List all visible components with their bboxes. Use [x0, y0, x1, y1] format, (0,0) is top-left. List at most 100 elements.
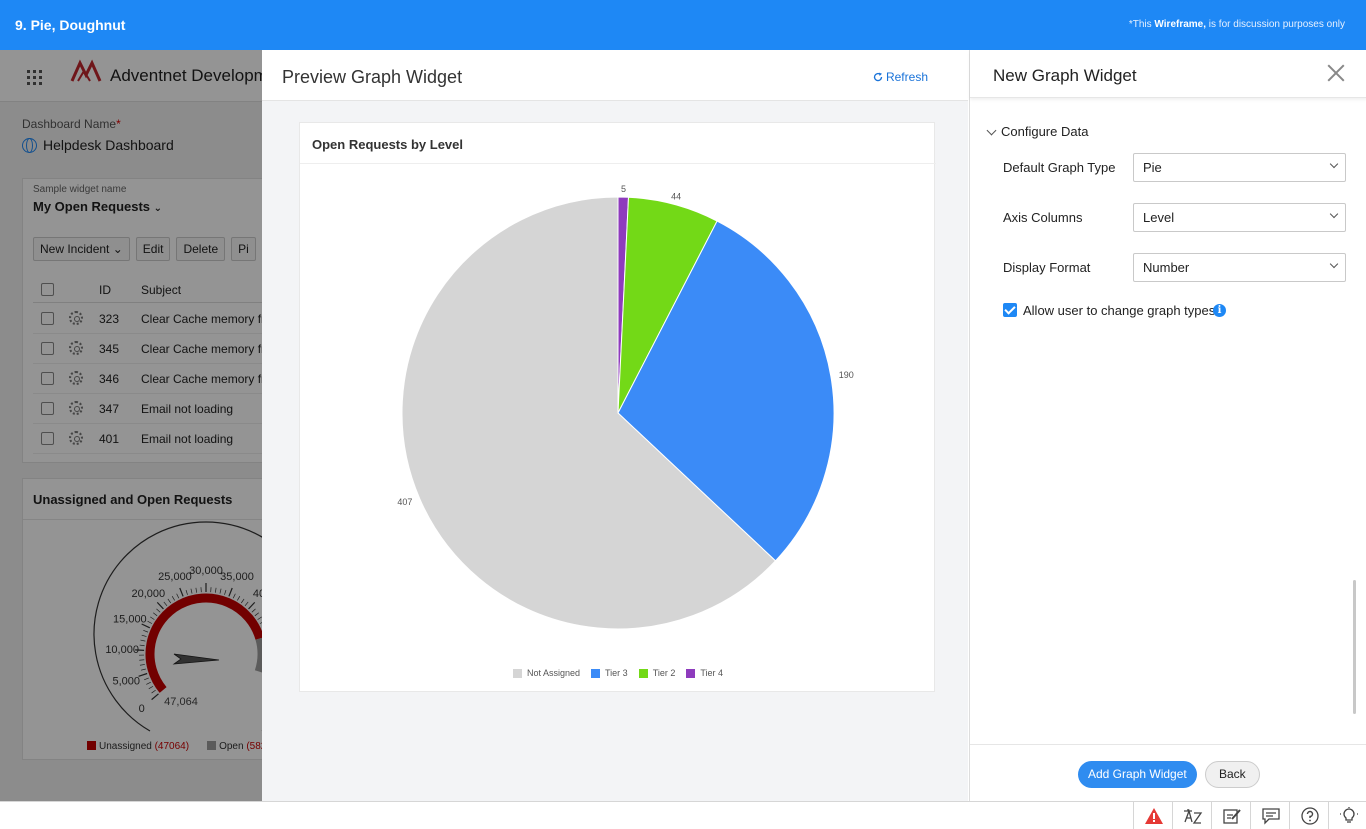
- edit-note-button[interactable]: [1211, 802, 1250, 829]
- row-checkbox[interactable]: [41, 372, 54, 385]
- gauge-tick-label: 5,000: [112, 675, 140, 687]
- pie-slice-tier-3[interactable]: [617, 220, 835, 562]
- display-format-select[interactable]: Number: [1133, 253, 1346, 282]
- gauge-tick: [248, 601, 256, 610]
- gauge-tick-label: 10,000: [105, 644, 139, 656]
- row-id: 323: [99, 312, 120, 326]
- new-graph-widget-panel: New Graph Widget Configure Data Default …: [969, 50, 1366, 801]
- row-subject[interactable]: Clear Cache memory fr: [141, 342, 262, 356]
- row-id: 401: [99, 432, 120, 446]
- gauge-tick: [152, 612, 158, 617]
- preview-title: Preview Graph Widget: [282, 67, 463, 87]
- my-open-requests-widget: Sample widget name My Open Requests ⌄ Ne…: [22, 178, 262, 463]
- tips-button[interactable]: [1328, 802, 1366, 829]
- help-icon: [1301, 807, 1319, 825]
- gauge-unassigned-band: [145, 593, 262, 693]
- pie-data-label: 190: [839, 370, 854, 380]
- gear-icon[interactable]: [69, 341, 83, 355]
- gauge-needle: [172, 653, 220, 665]
- gear-icon[interactable]: [69, 311, 83, 325]
- refresh-icon: [873, 72, 882, 82]
- refresh-button[interactable]: Refresh: [873, 70, 928, 84]
- gauge-chart: 0 5,000 10,000 15,000 20,000 25,00030,00035,0…: [93, 521, 262, 732]
- row-subject[interactable]: Email not loading: [141, 402, 234, 416]
- legend-swatch: [686, 668, 696, 678]
- table-row[interactable]: 401 Email not loading: [33, 424, 262, 454]
- gauge-tick: [240, 598, 245, 604]
- row-id: 347: [99, 402, 120, 416]
- info-icon[interactable]: i: [1213, 304, 1226, 317]
- translate-icon: [1184, 808, 1203, 824]
- gauge-tick: [179, 587, 184, 597]
- select-all-checkbox[interactable]: [41, 283, 54, 296]
- gauge-tick: [144, 677, 149, 681]
- row-checkbox[interactable]: [41, 312, 54, 325]
- new-incident-button[interactable]: New Incident ⌄: [33, 237, 130, 261]
- divider: [23, 519, 262, 520]
- gauge-tick: [147, 620, 153, 624]
- legend-label: Tier 4: [700, 668, 724, 678]
- gauge-tick: [156, 601, 164, 610]
- delete-button[interactable]: Delete: [176, 237, 226, 261]
- widget-name-dropdown[interactable]: My Open Requests ⌄: [33, 199, 163, 214]
- chevron-down-icon: [1329, 259, 1339, 269]
- pick-button[interactable]: Pi: [231, 237, 256, 261]
- gear-icon[interactable]: [69, 401, 83, 415]
- lightbulb-icon: [1340, 807, 1358, 823]
- gauge-tick: [140, 639, 146, 642]
- gauge-ticks: [135, 583, 262, 701]
- allow-change-graph-types-label[interactable]: Allow user to change graph types: [1023, 303, 1216, 318]
- apps-grid-icon[interactable]: [27, 70, 42, 85]
- legend-item-open[interactable]: Open (582: [207, 741, 262, 752]
- row-subject[interactable]: Clear Cache memory fr: [141, 312, 262, 326]
- gauge-tick: [167, 598, 172, 604]
- default-graph-type-select[interactable]: Pie: [1133, 153, 1346, 182]
- gauge-tick-label: 15,000: [113, 614, 147, 626]
- table-row[interactable]: 346 Clear Cache memory fr: [33, 364, 262, 394]
- gear-icon[interactable]: [69, 371, 83, 385]
- gauge-tick: [141, 623, 151, 629]
- legend-item-tier-2[interactable]: Tier 2: [638, 668, 675, 678]
- row-id: 346: [99, 372, 120, 386]
- pie-slice-not-assigned[interactable]: [401, 196, 777, 630]
- add-graph-widget-button[interactable]: Add Graph Widget: [1078, 761, 1197, 788]
- gauge-tick: [190, 588, 193, 594]
- axis-columns-select[interactable]: Level: [1133, 203, 1346, 232]
- table-row[interactable]: 323 Clear Cache memory fr: [33, 304, 262, 334]
- help-button[interactable]: [1289, 802, 1328, 829]
- row-checkbox[interactable]: [41, 432, 54, 445]
- row-checkbox[interactable]: [41, 342, 54, 355]
- widget-title: Unassigned and Open Requests: [33, 492, 233, 507]
- gear-icon[interactable]: [69, 431, 83, 445]
- row-subject[interactable]: Email not loading: [141, 432, 234, 446]
- chevron-down-icon: [1329, 159, 1339, 169]
- chart-title: Open Requests by Level: [312, 137, 463, 152]
- chat-button[interactable]: [1250, 802, 1289, 829]
- column-header-id: ID: [99, 283, 111, 297]
- gauge-tick: [224, 589, 227, 595]
- table-row[interactable]: 345 Clear Cache memory fr: [33, 334, 262, 364]
- display-format-label: Display Format: [1003, 260, 1091, 275]
- configure-data-section-toggle[interactable]: Configure Data: [986, 124, 1088, 139]
- legend-item-tier-3[interactable]: Tier 3: [591, 668, 628, 678]
- row-checkbox[interactable]: [41, 402, 54, 415]
- legend-item-not-assigned[interactable]: Not Assigned: [512, 668, 580, 678]
- gauge-tick: [156, 608, 161, 613]
- axis-columns-label: Axis Columns: [1003, 210, 1083, 225]
- close-icon[interactable]: [1327, 64, 1345, 82]
- allow-change-graph-types-checkbox[interactable]: [1003, 303, 1017, 317]
- gauge-tick: [228, 587, 233, 597]
- scrollbar[interactable]: [1353, 580, 1356, 714]
- alert-button[interactable]: [1133, 802, 1172, 829]
- row-subject[interactable]: Clear Cache memory fr: [141, 372, 262, 386]
- legend-item-tier-4[interactable]: Tier 4: [686, 668, 723, 678]
- gauge-tick: [244, 601, 249, 607]
- translate-button[interactable]: [1172, 802, 1211, 829]
- gauge-tick: [163, 601, 168, 607]
- row-id: 345: [99, 342, 120, 356]
- back-button[interactable]: Back: [1205, 761, 1260, 788]
- table-row[interactable]: 347 Email not loading: [33, 394, 262, 424]
- modal-overlay: [0, 50, 262, 801]
- edit-button[interactable]: Edit: [135, 237, 171, 261]
- legend-item-unassigned[interactable]: Unassigned (47064): [87, 741, 189, 752]
